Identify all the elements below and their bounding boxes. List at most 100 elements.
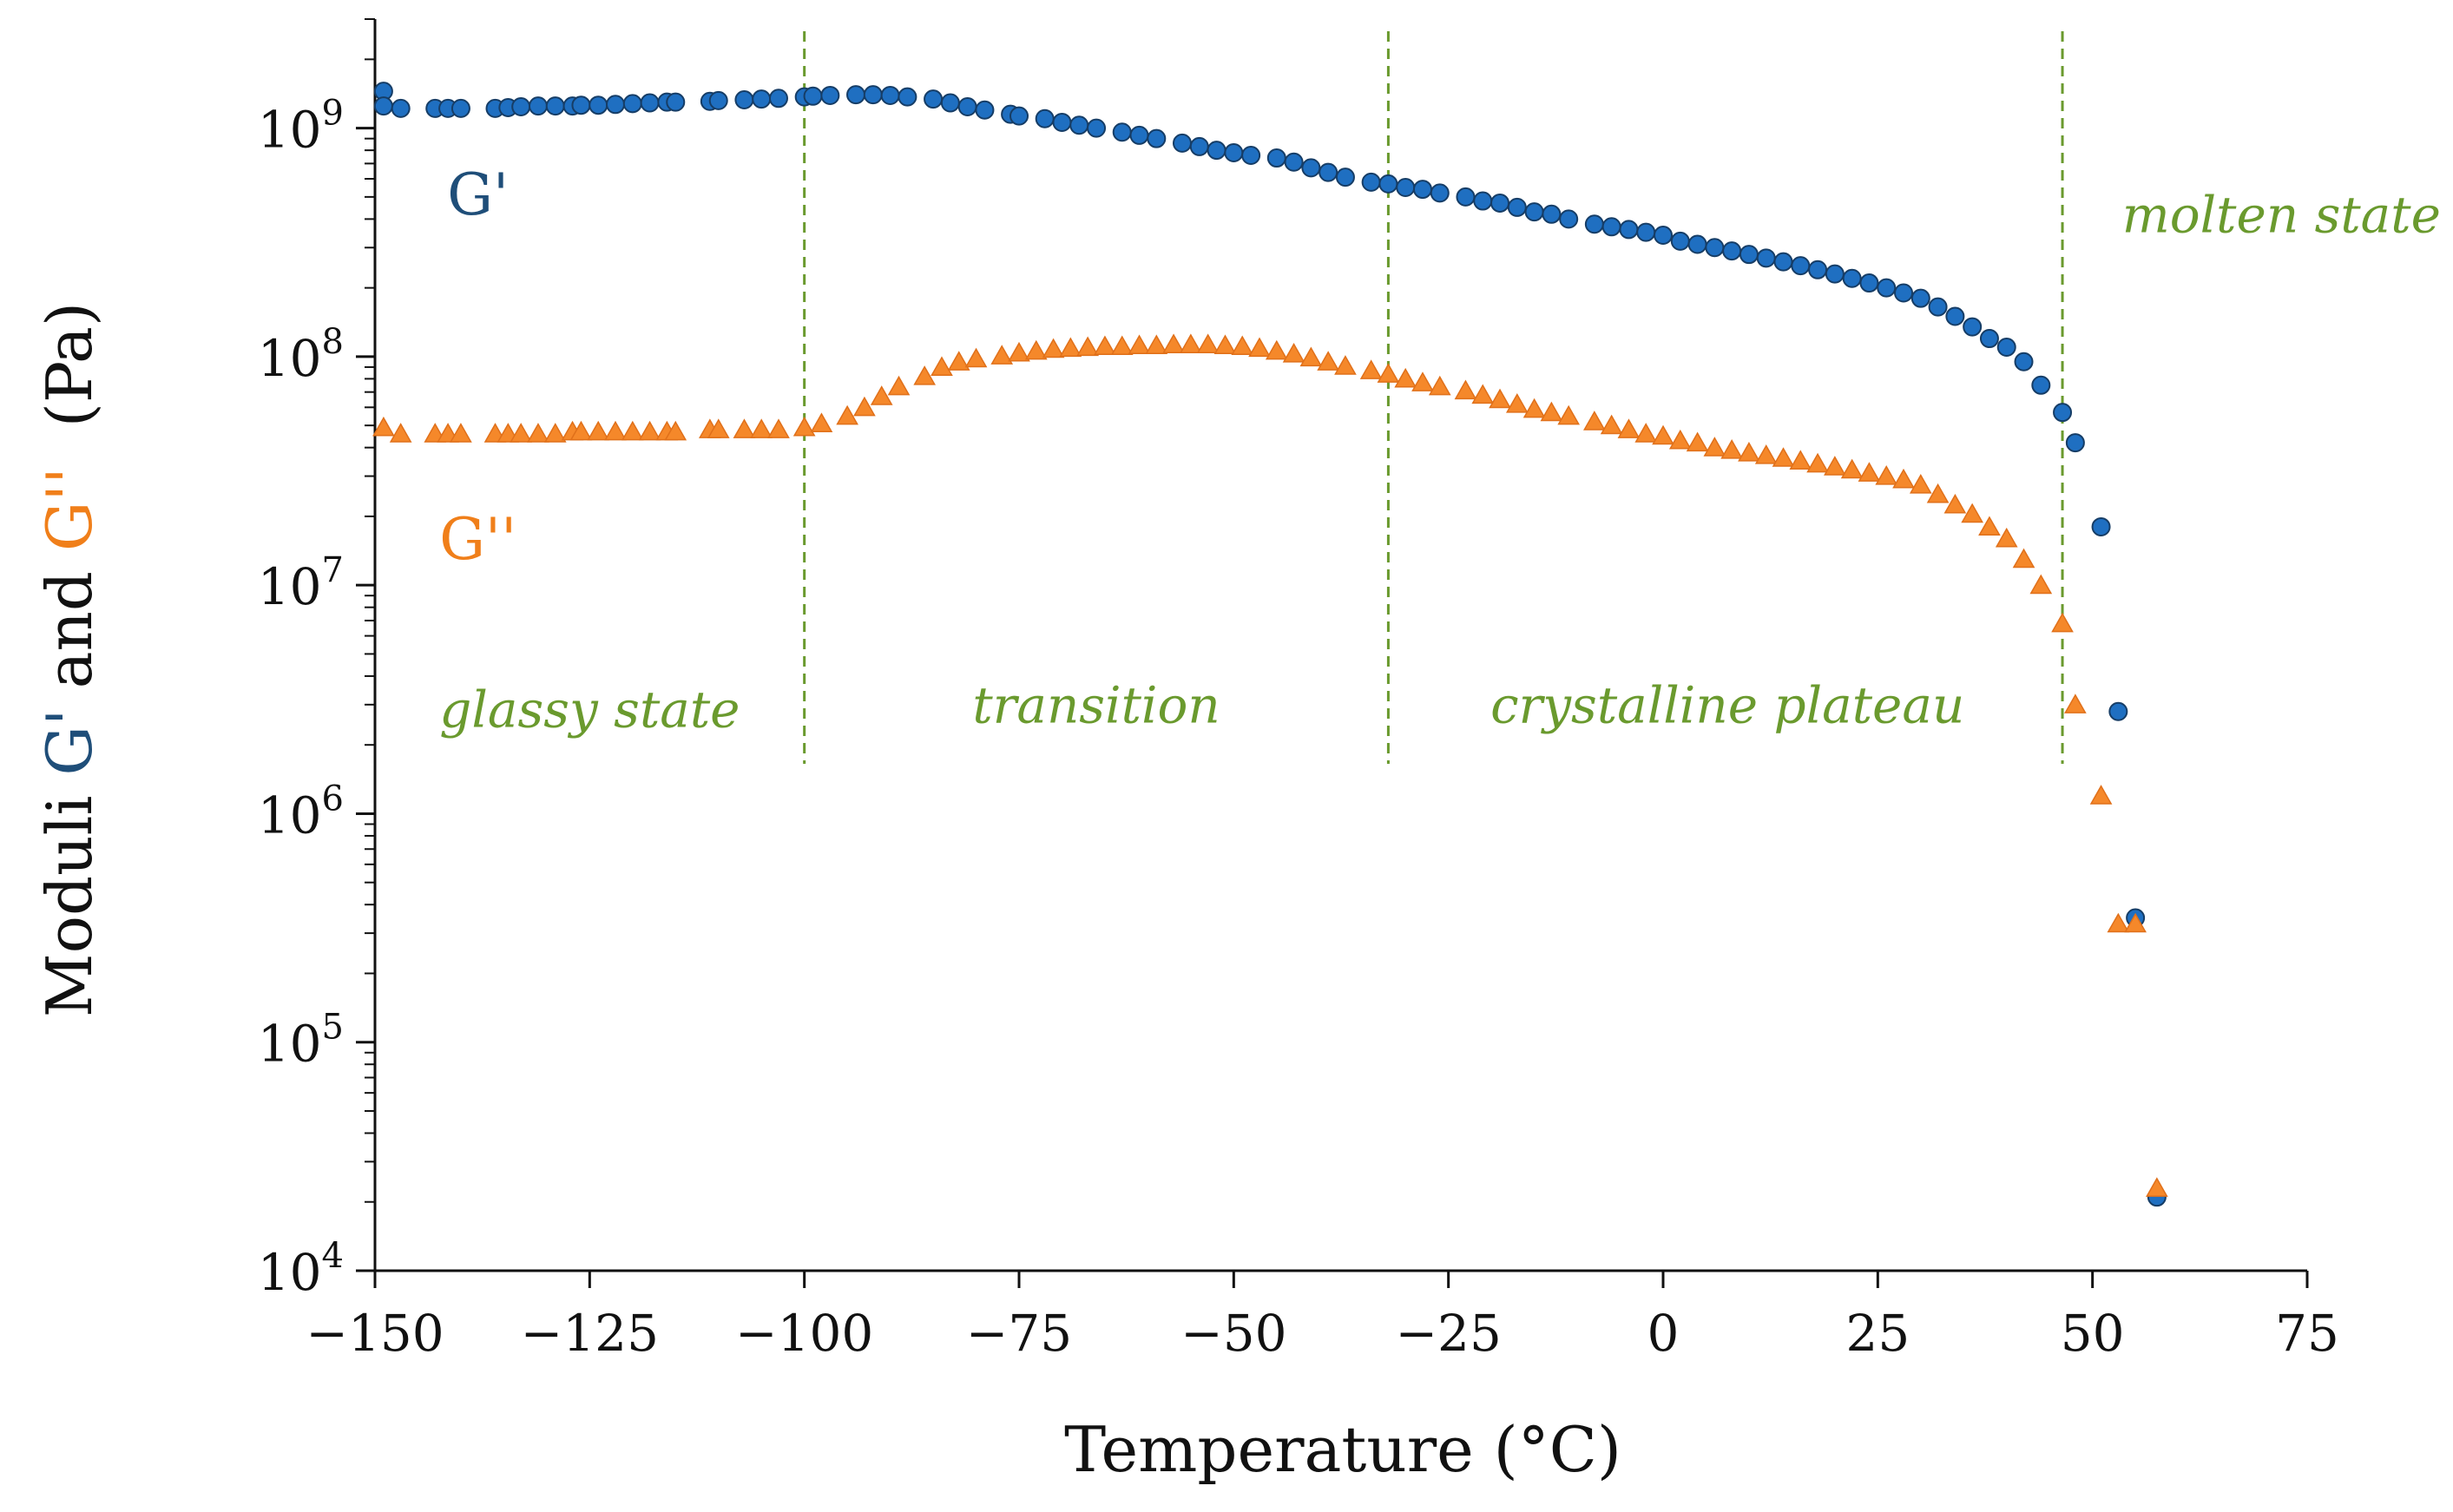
g-double-prime-point	[2012, 548, 2035, 569]
g-double-prime-point	[1668, 429, 1692, 450]
g-double-prime-point	[1703, 437, 1726, 457]
g-double-prime-point	[1772, 447, 1795, 467]
g-prime-point	[1773, 252, 1793, 272]
g-double-prime-point	[1377, 363, 1400, 383]
region-label: transition	[972, 676, 1220, 735]
y-tick-base: 10	[258, 1015, 322, 1074]
g-prime-point	[1112, 122, 1132, 142]
g-double-prime-point	[1359, 359, 1383, 379]
g-prime-point	[1396, 177, 1416, 197]
g-prime-point	[1069, 115, 1089, 135]
g-double-prime-point	[2064, 694, 2087, 713]
g-double-prime-point	[810, 412, 833, 432]
g-prime-point	[863, 85, 883, 105]
g-double-prime-point	[1008, 341, 1030, 362]
g-double-prime-point	[750, 418, 773, 438]
g-double-prime-point	[450, 423, 472, 443]
region-label: molten state	[2122, 186, 2441, 245]
g-prime-point	[1335, 168, 1355, 187]
g-prime-point	[2053, 403, 2073, 423]
g-double-prime-point	[587, 420, 610, 441]
g-prime-point	[450, 98, 470, 118]
g-prime-point	[1739, 245, 1759, 265]
g-prime-point	[1224, 143, 1244, 163]
g-prime-point	[1687, 234, 1707, 254]
g-prime-point	[571, 95, 591, 115]
g-double-prime-point	[1789, 450, 1812, 470]
g-prime-point	[1928, 297, 1948, 317]
g-prime-point	[2031, 375, 2051, 395]
y-tick-exponent: 6	[322, 779, 344, 818]
g-prime-point	[589, 95, 608, 115]
g-double-prime-point	[1094, 335, 1116, 356]
g-prime-point	[846, 85, 866, 105]
g-double-prime-point	[836, 404, 858, 425]
y-tick-label: 109	[258, 94, 344, 160]
g-prime-point	[1524, 202, 1544, 222]
g-prime-point	[2014, 352, 2034, 371]
g-prime-point	[1910, 288, 1930, 308]
g-double-prime-point	[1282, 342, 1305, 363]
series-label: G'	[447, 161, 509, 228]
region-label: crystalline plateau	[1490, 676, 1964, 735]
series-g-double-prime	[372, 333, 2168, 1197]
g-prime-point	[1361, 172, 1381, 192]
g-prime-point	[708, 90, 728, 110]
g-double-prime-point	[1334, 355, 1357, 375]
g-double-prime-point	[1196, 333, 1220, 354]
g-prime-point	[1670, 231, 1690, 251]
g-prime-point	[803, 86, 823, 106]
g-double-prime-point	[1583, 411, 1606, 431]
y-axis-label-suffix: (Pa)	[33, 302, 106, 467]
x-axis-label: Temperature (°C)	[1064, 1413, 1621, 1486]
y-tick-base: 10	[258, 329, 322, 388]
y-tick-base: 10	[258, 557, 322, 616]
g-double-prime-point	[1024, 339, 1048, 360]
g-prime-point	[1284, 152, 1304, 172]
g-prime-point	[1636, 222, 1656, 242]
g-double-prime-point	[792, 416, 816, 437]
g-double-prime-point	[931, 356, 953, 377]
y-tick-exponent: 4	[322, 1236, 344, 1276]
x-tick-label: −50	[1180, 1304, 1286, 1363]
x-tick-label: −25	[1395, 1304, 1501, 1363]
g-double-prime-point	[913, 365, 937, 385]
region-label: glassy state	[439, 680, 740, 739]
g-double-prime-point	[2089, 785, 2113, 805]
g-prime-point	[1147, 128, 1167, 148]
y-tick-label: 104	[258, 1236, 344, 1302]
g-prime-point	[1172, 133, 1192, 153]
g-double-prime-point	[1858, 462, 1881, 482]
g-double-prime-point	[1145, 334, 1168, 355]
g-double-prime-point	[1652, 424, 1674, 445]
g-prime-point	[1430, 183, 1450, 203]
g-prime-point	[1207, 141, 1226, 161]
y-axis-label-g-prime: G'	[33, 708, 106, 775]
g-prime-point	[1490, 193, 1510, 213]
g-prime-point	[1378, 174, 1398, 194]
g-prime-point	[545, 96, 565, 116]
g-double-prime-point	[733, 418, 756, 438]
g-prime-point	[1559, 209, 1579, 229]
g-double-prime-point	[1875, 465, 1898, 485]
g-prime-point	[1619, 220, 1639, 240]
g-prime-point	[640, 93, 660, 113]
g-prime-point	[2108, 701, 2128, 721]
g-prime-point	[1301, 158, 1321, 178]
g-double-prime-point	[1411, 371, 1434, 391]
g-double-prime-point	[1231, 335, 1254, 356]
g-double-prime-point	[1248, 337, 1271, 358]
region-labels: glassy state transition crystalline platea…	[439, 186, 2441, 740]
g-prime-point	[622, 94, 642, 114]
g-double-prime-point	[1522, 398, 1546, 418]
g-double-prime-point	[1213, 334, 1237, 355]
y-tick-exponent: 9	[322, 94, 344, 134]
g-prime-point	[1859, 273, 1879, 293]
g-prime-point	[1894, 283, 1914, 303]
g-double-prime-point	[1961, 503, 1983, 523]
x-axis-ticks: −150 −125 −100 −75 −50 −25 0 25 50 75	[306, 1271, 2339, 1363]
g-double-prime-point	[1428, 375, 1451, 396]
g-prime-point	[734, 90, 754, 110]
g-double-prime-point	[2051, 612, 2074, 633]
